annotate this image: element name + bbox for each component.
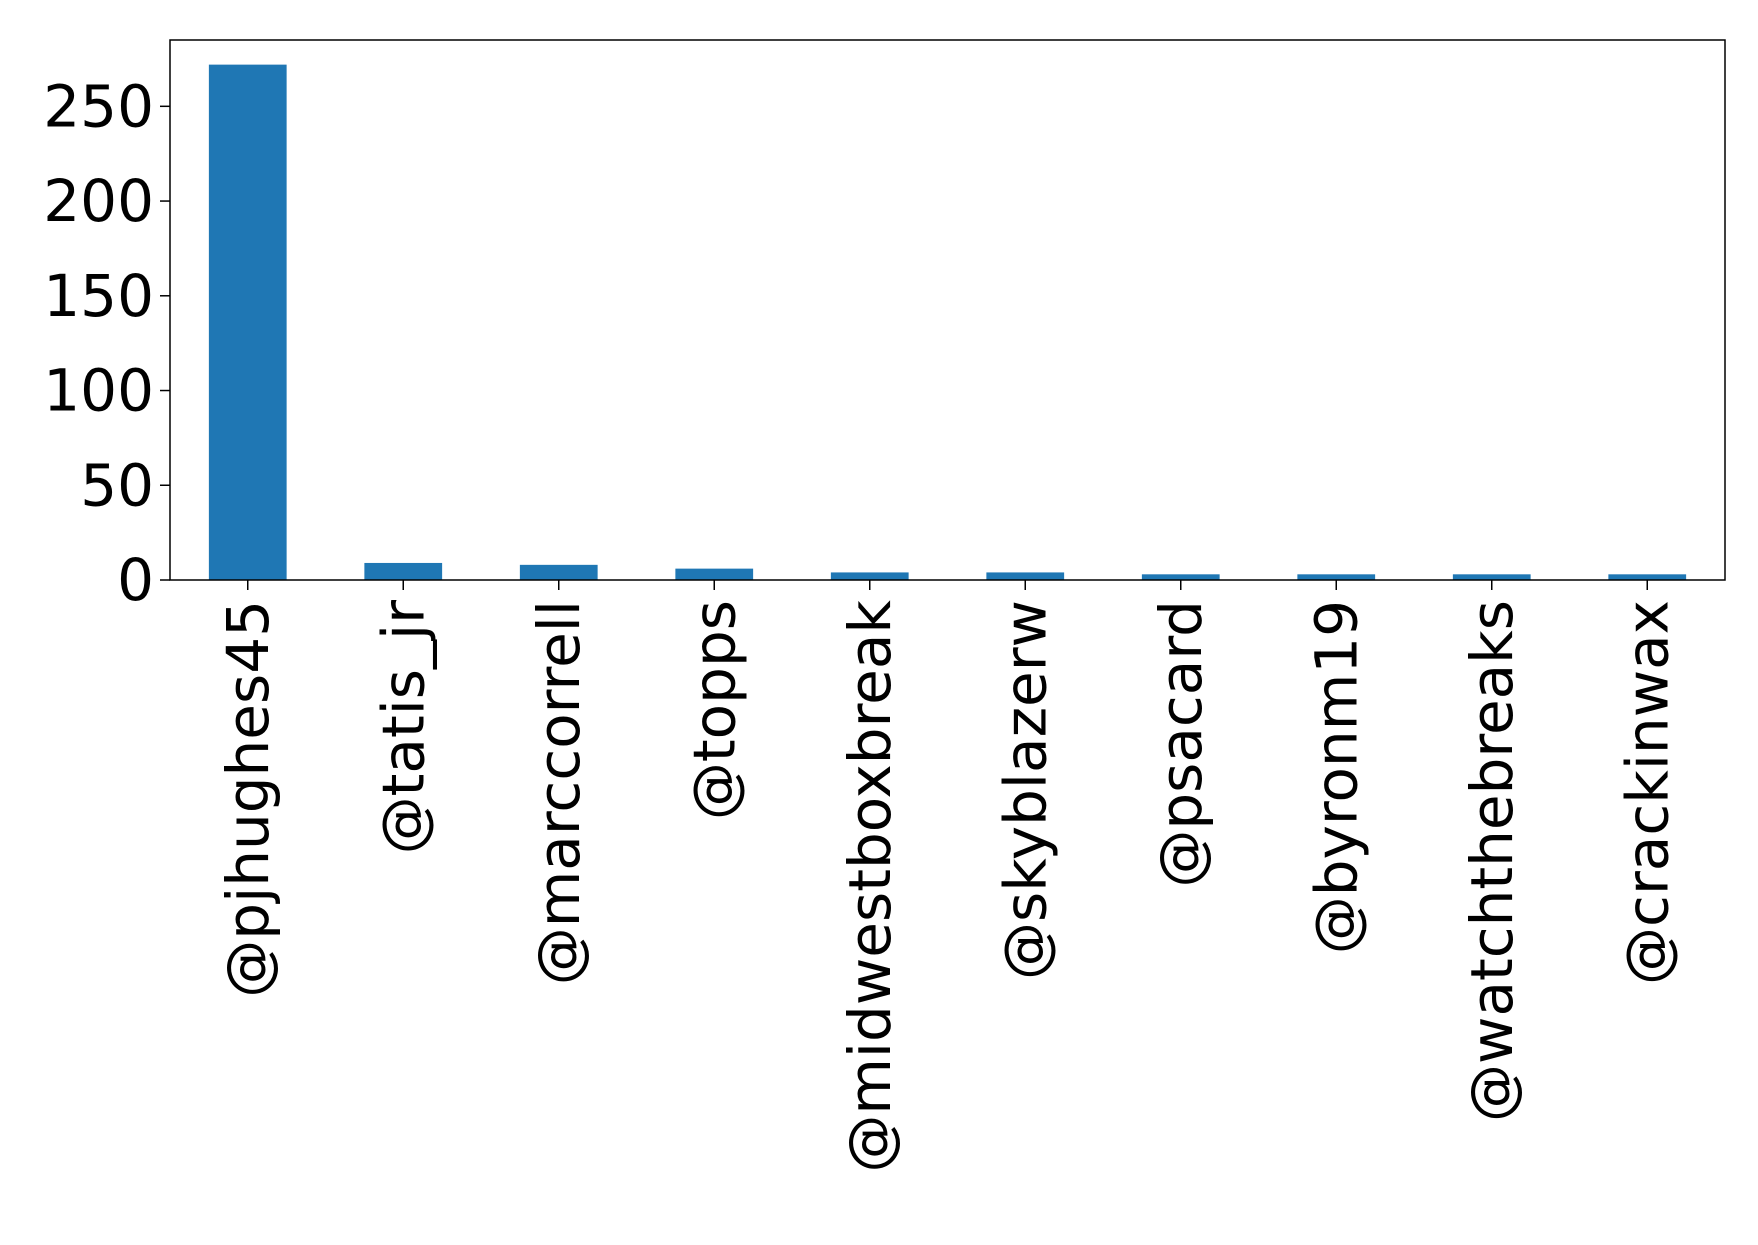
bar-pjhughes45 bbox=[208, 64, 287, 580]
x-tick-label: @skyblazerw bbox=[991, 600, 1059, 980]
y-tick-label: 100 bbox=[43, 357, 154, 425]
bar-skyblazerw bbox=[986, 572, 1065, 580]
bars-group bbox=[208, 64, 1687, 580]
bar-watchthebreaks bbox=[1452, 574, 1531, 580]
x-axis: @pjhughes45 @tatis_jr @marccorrell @topps @m… bbox=[214, 580, 1681, 1173]
plot-frame bbox=[169, 39, 1726, 581]
x-tick-label: @pjhughes45 bbox=[214, 600, 282, 998]
bar-topps bbox=[675, 568, 754, 580]
y-tick-label: 150 bbox=[43, 262, 154, 330]
bar-marccorrell bbox=[519, 564, 598, 580]
bar-midwestboxbreak bbox=[830, 572, 909, 580]
x-tick-label: @byronm19 bbox=[1302, 600, 1370, 954]
x-tick-label: @psacard bbox=[1147, 600, 1215, 888]
x-tick-label: @midwestboxbreak bbox=[836, 600, 904, 1173]
y-tick-label: 50 bbox=[80, 451, 154, 519]
x-tick-label: @marccorrell bbox=[525, 600, 593, 985]
x-tick-label: @tatis_jr bbox=[369, 600, 437, 854]
y-tick-label: 250 bbox=[43, 72, 154, 140]
bar-tatis-jr bbox=[364, 562, 443, 580]
x-tick-label: @topps bbox=[680, 600, 748, 820]
y-tick-label: 0 bbox=[117, 546, 154, 614]
x-tick-label: @crackinwax bbox=[1613, 600, 1681, 985]
y-tick-label: 200 bbox=[43, 167, 154, 235]
x-tick-label: @watchthebreaks bbox=[1458, 600, 1526, 1122]
bar-byronm19 bbox=[1297, 574, 1376, 580]
y-axis: 0 50 100 150 200 250 bbox=[43, 72, 170, 614]
bar-crackinwax bbox=[1608, 574, 1687, 580]
bar-psacard bbox=[1141, 574, 1220, 580]
